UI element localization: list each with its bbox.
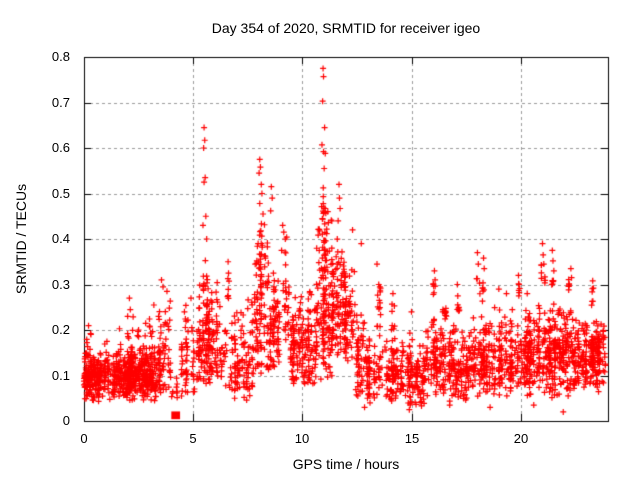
y-tick-label: 0.2 bbox=[51, 322, 70, 337]
y-tick-label: 0.3 bbox=[51, 277, 70, 292]
x-tick-label: 15 bbox=[404, 431, 420, 446]
y-tick-label: 0.4 bbox=[51, 231, 70, 246]
y-tick-label: 0.8 bbox=[51, 49, 70, 64]
x-tick-label: 10 bbox=[294, 431, 310, 446]
x-tick-label: 20 bbox=[513, 431, 529, 446]
x-tick-label: 5 bbox=[189, 431, 197, 446]
y-tick-label: 0.6 bbox=[51, 140, 70, 155]
chart-title: Day 354 of 2020, SRMTID for receiver ige… bbox=[211, 20, 481, 36]
y-tick-label: 0.5 bbox=[51, 186, 70, 201]
y-tick-label: 0 bbox=[62, 413, 70, 428]
x-tick-label: 0 bbox=[80, 431, 88, 446]
x-axis-label: GPS time / hours bbox=[292, 456, 400, 472]
y-tick-label: 0.7 bbox=[51, 95, 70, 110]
y-tick-label: 0.1 bbox=[51, 368, 70, 383]
